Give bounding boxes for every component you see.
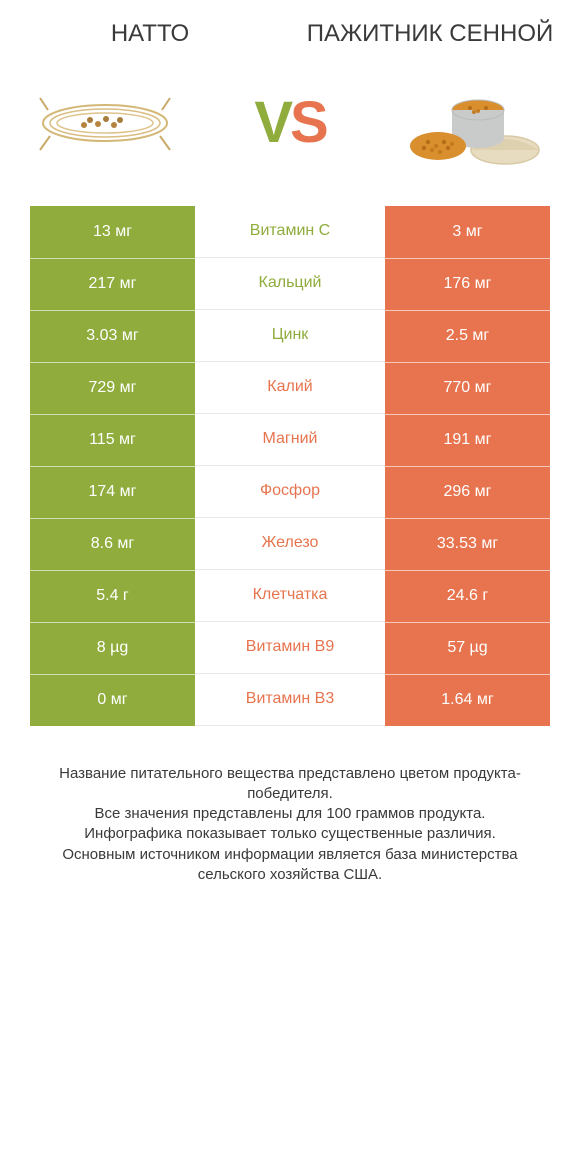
footer-line-3: Инфографика показывает только существенн…: [35, 824, 545, 844]
nutrient-label-cell: Цинк: [195, 310, 385, 362]
left-value-cell: 8.6 мг: [30, 518, 195, 570]
nutrient-label-cell: Калий: [195, 362, 385, 414]
right-value-cell: 33.53 мг: [385, 518, 550, 570]
nutrient-label-cell: Витамин B3: [195, 674, 385, 726]
right-value-cell: 296 мг: [385, 466, 550, 518]
left-value-cell: 0 мг: [30, 674, 195, 726]
nutrient-label-cell: Фосфор: [195, 466, 385, 518]
vs-v: V: [254, 90, 290, 155]
nutrient-label-cell: Клетчатка: [195, 570, 385, 622]
nutrient-label-cell: Магний: [195, 414, 385, 466]
left-value-cell: 3.03 мг: [30, 310, 195, 362]
images-row: VS: [0, 60, 580, 206]
vs-s: S: [290, 90, 326, 155]
right-value-cell: 770 мг: [385, 362, 550, 414]
table-row: 115 мгМагний191 мг: [30, 414, 550, 466]
table-row: 217 мгКальций176 мг: [30, 258, 550, 310]
right-value-cell: 24.6 г: [385, 570, 550, 622]
right-value-cell: 57 µg: [385, 622, 550, 674]
table-row: 0 мгВитамин B31.64 мг: [30, 674, 550, 726]
left-value-cell: 13 мг: [30, 206, 195, 258]
table-row: 729 мгКалий770 мг: [30, 362, 550, 414]
left-value-cell: 217 мг: [30, 258, 195, 310]
table-row: 8 µgВитамин B957 µg: [30, 622, 550, 674]
nutrient-label-cell: Витамин B9: [195, 622, 385, 674]
table-row: 8.6 мгЖелезо33.53 мг: [30, 518, 550, 570]
nutrient-table: 13 мгВитамин C3 мг217 мгКальций176 мг3.0…: [30, 206, 550, 726]
right-value-cell: 1.64 мг: [385, 674, 550, 726]
nutrient-label-cell: Железо: [195, 518, 385, 570]
footer-line-4: Основным источником информации является …: [35, 845, 545, 886]
right-product-image: [400, 68, 550, 178]
right-value-cell: 2.5 мг: [385, 310, 550, 362]
right-value-cell: 191 мг: [385, 414, 550, 466]
footer-note: Название питательного вещества представл…: [35, 764, 545, 886]
vs-label: VS: [254, 89, 325, 156]
header: НАТТО ПАЖИТНИК СЕННОЙ: [0, 0, 580, 60]
left-value-cell: 8 µg: [30, 622, 195, 674]
table-row: 174 мгФосфор296 мг: [30, 466, 550, 518]
right-value-cell: 3 мг: [385, 206, 550, 258]
left-value-cell: 5.4 г: [30, 570, 195, 622]
table-row: 13 мгВитамин C3 мг: [30, 206, 550, 258]
left-product-title: НАТТО: [10, 20, 290, 48]
right-value-cell: 176 мг: [385, 258, 550, 310]
table-row: 5.4 гКлетчатка24.6 г: [30, 570, 550, 622]
nutrient-label-cell: Витамин C: [195, 206, 385, 258]
table-row: 3.03 мгЦинк2.5 мг: [30, 310, 550, 362]
left-value-cell: 115 мг: [30, 414, 195, 466]
left-value-cell: 174 мг: [30, 466, 195, 518]
footer-line-2: Все значения представлены для 100 граммо…: [35, 804, 545, 824]
left-value-cell: 729 мг: [30, 362, 195, 414]
right-product-title: ПАЖИТНИК СЕННОЙ: [290, 20, 570, 48]
footer-line-1: Название питательного вещества представл…: [35, 764, 545, 805]
nutrient-label-cell: Кальций: [195, 258, 385, 310]
left-product-image: [30, 68, 180, 178]
